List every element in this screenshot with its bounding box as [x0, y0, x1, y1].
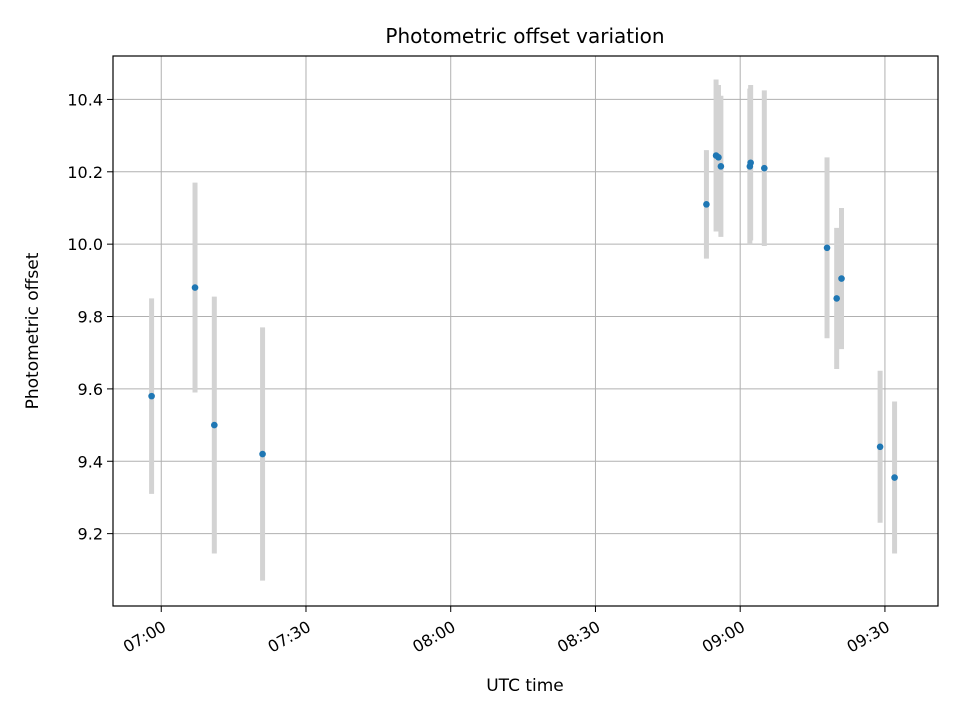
y-tick-label: 10.0	[67, 235, 103, 254]
data-point	[148, 392, 155, 400]
chart-title: Photometric offset variation	[385, 24, 664, 48]
data-points	[148, 152, 898, 481]
data-point	[747, 159, 754, 167]
y-tick-label: 10.2	[67, 163, 103, 182]
data-point	[717, 163, 725, 170]
y-tick-label: 9.2	[78, 525, 103, 544]
y-axis-ticks: 9.2 9.4 9.6 9.8 10.0 10.2 10.4	[67, 90, 113, 544]
data-point	[211, 421, 218, 429]
y-tick-label: 9.4	[78, 452, 103, 471]
y-tick-label: 9.6	[78, 380, 103, 399]
data-point	[891, 474, 898, 481]
data-point	[838, 275, 845, 282]
x-axis-label: UTC time	[486, 676, 564, 696]
data-point	[761, 164, 768, 172]
grid	[113, 56, 938, 606]
data-point	[823, 244, 831, 252]
data-point	[259, 450, 266, 458]
data-point	[191, 284, 199, 291]
y-tick-label: 9.8	[78, 308, 103, 327]
data-point	[833, 295, 840, 302]
data-point	[876, 443, 884, 451]
plot-frame	[112, 55, 939, 607]
y-tick-label: 10.4	[67, 90, 103, 109]
data-point	[703, 201, 710, 208]
y-axis-label: Photometric offset	[23, 252, 43, 409]
data-point	[715, 154, 722, 161]
